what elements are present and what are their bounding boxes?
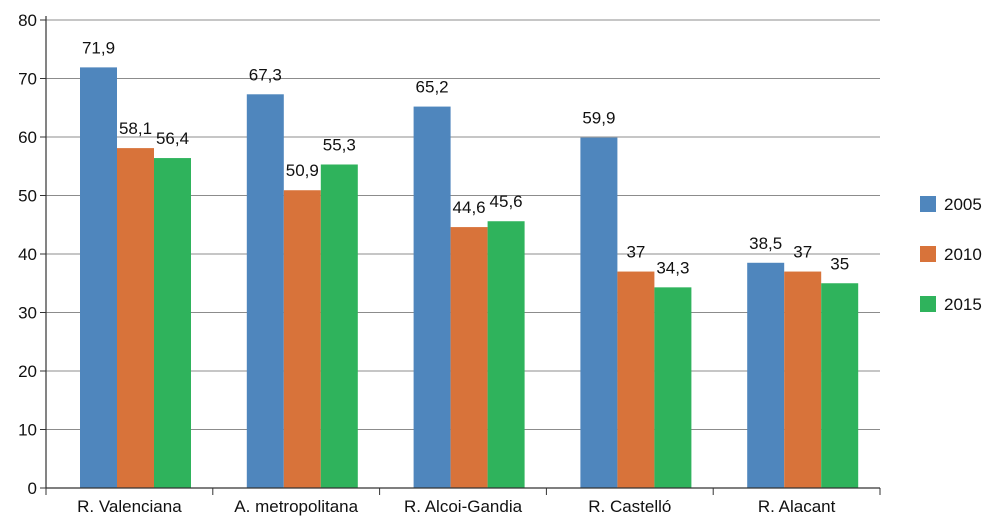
data-label: 71,9 [82, 38, 115, 57]
data-labels: 71,9 58,156,4 67,3 50,955,3 65,2 44,6 45,6 59,9… [82, 38, 849, 277]
y-tick-label: 70 [18, 70, 37, 89]
bars [80, 67, 859, 489]
legend-swatch-2005 [920, 196, 936, 212]
y-tick-label: 40 [18, 245, 37, 264]
data-label: 34,3 [656, 258, 689, 277]
data-label: 55,3 [323, 135, 356, 154]
bar-2010-4 [784, 271, 822, 488]
legend-swatch-2015 [920, 296, 936, 312]
data-label: 65,2 [416, 78, 449, 97]
bar-2010-3 [617, 271, 655, 488]
legend: 2005 2010 2015 [920, 195, 982, 314]
y-tick-label: 0 [28, 479, 37, 498]
x-category-label: R. Castelló [588, 497, 671, 516]
bar-2005-4 [747, 262, 785, 488]
data-label: 37 [793, 243, 812, 262]
legend-label: 2015 [944, 295, 982, 314]
y-tick-label: 10 [18, 421, 37, 440]
y-tick-label: 60 [18, 128, 37, 147]
bar-2015-1 [320, 164, 358, 488]
bar-2005-3 [580, 137, 618, 488]
y-tick-label: 30 [18, 304, 37, 323]
bar-2015-4 [821, 283, 859, 488]
legend-label: 2005 [944, 195, 982, 214]
data-label: 56,4 [156, 129, 189, 148]
x-category-label: R. Alacant [758, 497, 836, 516]
data-label: 38,5 [749, 234, 782, 253]
bar-2010-2 [450, 227, 488, 488]
data-label: 58,1 [119, 119, 152, 138]
data-label: 44,6 [453, 198, 486, 217]
bar-2010-0 [117, 148, 154, 489]
data-label: 37 [626, 243, 645, 262]
bar-2015-0 [154, 158, 191, 488]
bar-2015-3 [654, 287, 692, 488]
y-tick-label: 20 [18, 362, 37, 381]
bar-2010-1 [283, 190, 321, 489]
data-label: 35 [830, 254, 849, 273]
x-category-label: R. Valenciana [77, 497, 182, 516]
data-label: 45,6 [490, 192, 523, 211]
data-label: 50,9 [286, 161, 319, 180]
bar-2015-2 [487, 221, 525, 489]
data-label: 59,9 [582, 109, 615, 128]
bar-2005-1 [246, 94, 284, 489]
x-category-label: A. metropolitana [234, 497, 358, 516]
legend-swatch-2010 [920, 246, 936, 262]
data-label: 67,3 [249, 65, 282, 84]
bar-2005-2 [413, 106, 451, 488]
y-tick-label: 50 [18, 187, 37, 206]
legend-label: 2010 [944, 245, 982, 264]
axes: 0 10 20 30 40 50 60 70 80 R. Valenciana A. metropo… [18, 11, 881, 516]
bar-2005-0 [80, 67, 117, 488]
y-tick-label: 80 [18, 11, 37, 30]
x-category-label: R. Alcoi-Gandia [404, 497, 523, 516]
